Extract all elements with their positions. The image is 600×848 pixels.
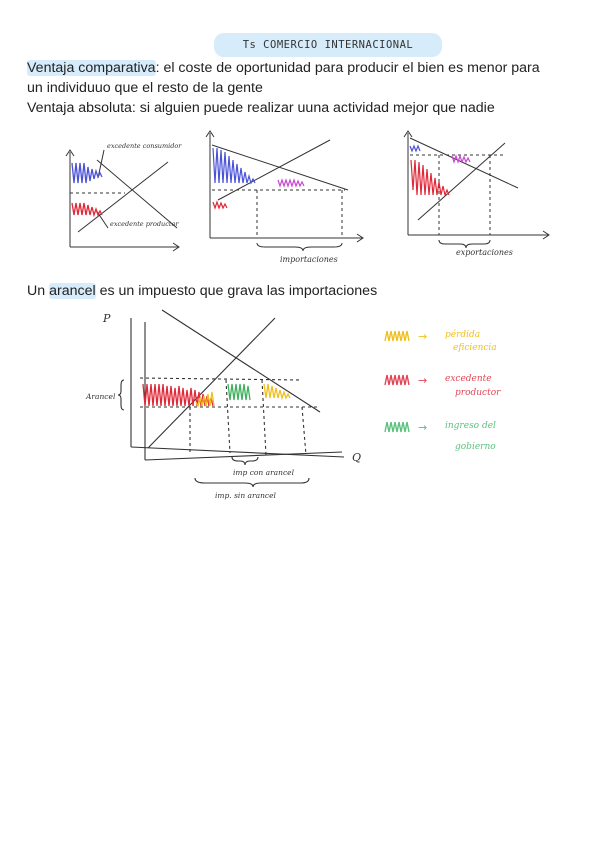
consumer-surplus-hatch <box>71 162 103 184</box>
label-imp-con-arancel: imp con arancel <box>233 468 295 477</box>
label-excedente-consumidor: excedente consumidor <box>107 142 182 150</box>
legend-text: excedente <box>445 374 492 384</box>
ventaja-comparativa-definition: : el coste de oportunidad para producir … <box>155 60 540 76</box>
gain-hatch <box>451 154 471 164</box>
arancel-term: arancel <box>49 283 96 299</box>
legend-text: gobierno <box>455 442 496 452</box>
legend-arrow: → <box>418 330 427 343</box>
legend-text: ingreso del <box>445 421 496 431</box>
producer-surplus-hatch <box>212 200 228 210</box>
legend-arrow: → <box>418 374 427 387</box>
government-revenue-hatch <box>227 383 251 401</box>
label-exportaciones: exportaciones <box>456 248 513 257</box>
legend-text: pérdida <box>445 329 480 340</box>
consumer-surplus-hatch <box>409 144 421 153</box>
legend-swatch-red <box>384 374 410 386</box>
producer-surplus-hatch <box>71 202 103 218</box>
legend-item-excedente: → excedente productor <box>384 374 501 398</box>
page-title: Ts COMERCIO INTERNACIONAL <box>214 33 442 57</box>
deadweight-loss-hatch-right <box>263 383 291 401</box>
label-importaciones: importaciones <box>280 255 338 264</box>
legend-text: eficiencia <box>453 343 497 353</box>
axis-p-label: P <box>102 312 111 325</box>
legend-swatch-yellow <box>384 330 410 342</box>
ventaja-absoluta-line: Ventaja absoluta: si alguien puede reali… <box>27 100 495 116</box>
arancel-definition: es un impuesto que grava las importacion… <box>95 283 378 299</box>
label-excedente-productor: excedente productor <box>110 220 179 228</box>
deadweight-loss-hatch-left <box>195 391 215 408</box>
ventaja-comparativa-line: Ventaja comparativa: el coste de oportun… <box>27 58 540 78</box>
axis-q-label: Q <box>352 451 361 464</box>
arancel-prefix: Un <box>27 283 50 299</box>
gain-hatch <box>277 178 305 188</box>
ventaja-comparativa-line-2: un individuuo que el resto de la gente <box>27 80 263 96</box>
arancel-line: Un arancel es un impuesto que grava las … <box>27 281 377 301</box>
label-arancel: Arancel <box>85 392 116 401</box>
ventaja-comparativa-term: Ventaja comparativa <box>27 60 156 76</box>
consumer-surplus-hatch <box>212 147 256 185</box>
legend-item-ingreso: → ingreso del gobierno <box>384 421 496 452</box>
label-imp-sin-arancel: imp. sin arancel <box>215 491 277 500</box>
legend-arrow: → <box>418 421 427 434</box>
legend-text: productor <box>455 388 501 398</box>
legend-swatch-green <box>384 421 410 433</box>
legend-item-perdida: → pérdida eficiencia <box>384 329 497 353</box>
producer-surplus-hatch <box>410 159 450 198</box>
